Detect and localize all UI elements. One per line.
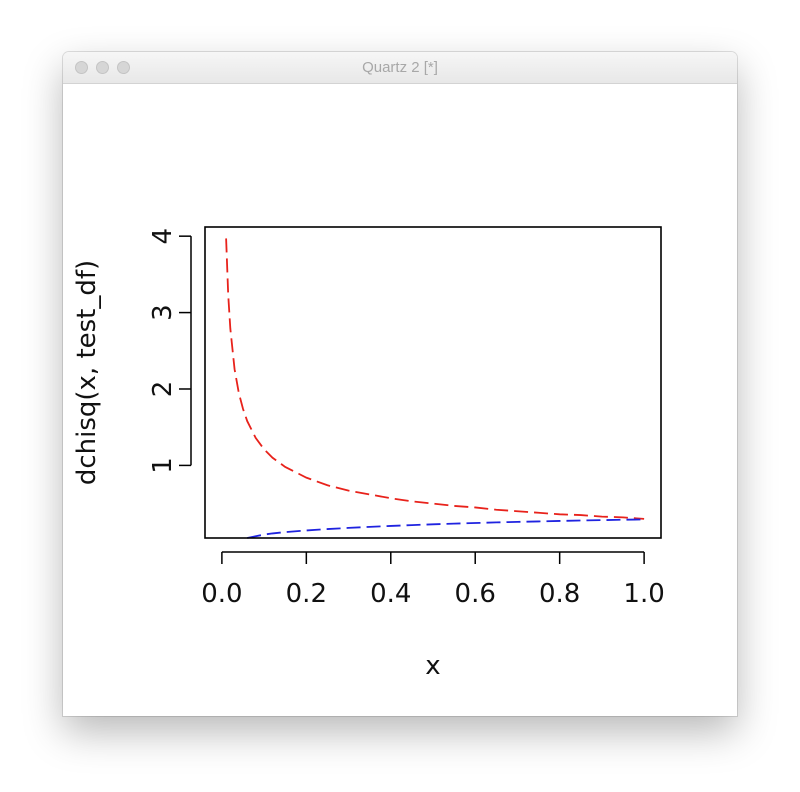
window-titlebar[interactable]: Quartz 2 [*] [63, 52, 737, 84]
plot-box [204, 226, 662, 539]
y-axis-label: dchisq(x, test_df) [72, 260, 102, 485]
minimize-button[interactable] [96, 61, 109, 74]
x-tick-label: 1.0 [623, 579, 664, 609]
series-line-1 [225, 238, 645, 520]
y-tick-label: 4 [148, 228, 178, 245]
axis-ticks: 0.0 0.2 0.4 0.6 0.8 1.0 1 2 3 4 [148, 228, 665, 609]
y-tick-label: 1 [148, 457, 178, 474]
x-axis-label: x [425, 651, 440, 681]
series-lines [225, 238, 645, 539]
x-tick-label: 0.8 [539, 579, 580, 609]
x-tick-label: 0.0 [201, 579, 242, 609]
y-tick-label: 3 [148, 304, 178, 321]
zoom-button[interactable] [117, 61, 130, 74]
y-tick-label: 2 [148, 381, 178, 398]
window-title: Quartz 2 [*] [362, 59, 438, 76]
x-tick-label: 0.4 [370, 579, 411, 609]
quartz-window: Quartz 2 [*] 0.0 0.2 0.4 0.6 0.8 1.0 1 2 3 4 x dc… [63, 52, 737, 716]
close-button[interactable] [75, 61, 88, 74]
x-tick-label: 0.2 [286, 579, 327, 609]
series-line-2 [247, 518, 645, 539]
plot-area: 0.0 0.2 0.4 0.6 0.8 1.0 1 2 3 4 x dchisq(x, test_… [63, 85, 737, 716]
x-tick-label: 0.6 [455, 579, 496, 609]
density-chart: 0.0 0.2 0.4 0.6 0.8 1.0 1 2 3 4 x dchisq(x, test_… [72, 226, 665, 681]
